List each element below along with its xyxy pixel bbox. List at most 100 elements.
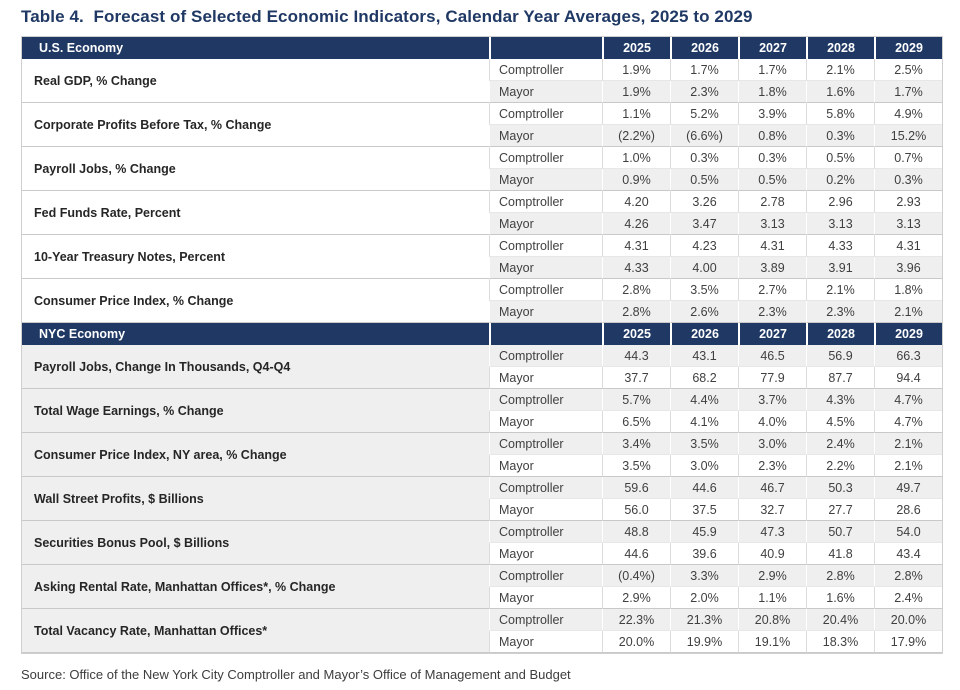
section-header-row: U.S. Economy 2025 2026 2027 2028 2029 (22, 37, 942, 59)
value-cell: 2.93 (874, 191, 942, 213)
value-cell: 5.7% (602, 389, 670, 411)
indicator-cell: Corporate Profits Before Tax, % Change (22, 103, 489, 147)
value-cell: 2.96 (806, 191, 874, 213)
table-row: Consumer Price Index, % Change Comptrolle… (22, 279, 942, 323)
value-cell: 1.9% (602, 59, 670, 81)
indicator-cell: Total Vacancy Rate, Manhattan Offices* (22, 609, 489, 653)
estimator-cell: Comptroller (489, 103, 602, 125)
value-cell: 6.5% (602, 411, 670, 433)
value-cell: 3.47 (670, 213, 738, 235)
value-cell: 2.6% (670, 301, 738, 323)
value-cell: 2.78 (738, 191, 806, 213)
value-cell: 2.8% (806, 565, 874, 587)
value-cell: 56.0 (602, 499, 670, 521)
value-cell: 19.9% (670, 631, 738, 653)
value-cell: 0.3% (874, 169, 942, 191)
value-cell: 20.4% (806, 609, 874, 631)
value-cell: 48.8 (602, 521, 670, 543)
estimator-cell: Mayor (489, 367, 602, 389)
estimator-cell: Comptroller (489, 565, 602, 587)
section-header-row: NYC Economy 2025 2026 2027 2028 2029 (22, 323, 942, 345)
table-row: Total Wage Earnings, % Change Comptroller… (22, 389, 942, 433)
value-cell: (6.6%) (670, 125, 738, 147)
year-header-cell: 2025 (602, 323, 670, 345)
estimator-cell: Mayor (489, 543, 602, 565)
table-row: Mayor 1.9% 2.3% 1.8% 1.6% 1.7% (22, 81, 942, 103)
value-cell: 2.3% (806, 301, 874, 323)
value-cell: 28.6 (874, 499, 942, 521)
table-row: Mayor 20.0% 19.9% 19.1% 18.3% 17.9% (22, 631, 942, 653)
indicator-cell: Consumer Price Index, % Change (22, 279, 489, 323)
value-cell: 4.9% (874, 103, 942, 125)
value-cell: 4.23 (670, 235, 738, 257)
indicator-cell: Real GDP, % Change (22, 59, 489, 103)
indicator-cell: Securities Bonus Pool, $ Billions (22, 521, 489, 565)
estimator-cell: Mayor (489, 125, 602, 147)
indicator-cell: Payroll Jobs, % Change (22, 147, 489, 191)
estimator-cell: Comptroller (489, 235, 602, 257)
value-cell: (2.2%) (602, 125, 670, 147)
estimator-cell: Mayor (489, 81, 602, 103)
value-cell: 4.33 (806, 235, 874, 257)
table-row: Mayor 4.26 3.47 3.13 3.13 3.13 (22, 213, 942, 235)
value-cell: 4.31 (874, 235, 942, 257)
value-cell: 1.8% (738, 81, 806, 103)
estimator-cell: Comptroller (489, 521, 602, 543)
value-cell: 50.7 (806, 521, 874, 543)
year-header-cell: 2028 (806, 37, 874, 59)
value-cell: 4.20 (602, 191, 670, 213)
value-cell: 4.26 (602, 213, 670, 235)
value-cell: 50.3 (806, 477, 874, 499)
value-cell: 68.2 (670, 367, 738, 389)
value-cell: 2.1% (874, 433, 942, 455)
table-row: Mayor 37.7 68.2 77.9 87.7 94.4 (22, 367, 942, 389)
indicator-cell: Payroll Jobs, Change In Thousands, Q4-Q4 (22, 345, 489, 389)
estimator-cell: Mayor (489, 587, 602, 609)
value-cell: 32.7 (738, 499, 806, 521)
value-cell: 17.9% (874, 631, 942, 653)
value-cell: 5.2% (670, 103, 738, 125)
estimator-cell: Mayor (489, 631, 602, 653)
value-cell: 2.9% (602, 587, 670, 609)
estimator-cell: Comptroller (489, 389, 602, 411)
value-cell: 0.3% (670, 147, 738, 169)
table-row: Mayor 56.0 37.5 32.7 27.7 28.6 (22, 499, 942, 521)
value-cell: 1.8% (874, 279, 942, 301)
value-cell: 1.0% (602, 147, 670, 169)
year-header-cell: 2029 (874, 37, 942, 59)
indicator-cell: Asking Rental Rate, Manhattan Offices*, … (22, 565, 489, 609)
value-cell: 2.4% (874, 587, 942, 609)
value-cell: 2.2% (806, 455, 874, 477)
estimator-cell: Comptroller (489, 433, 602, 455)
value-cell: 2.3% (738, 455, 806, 477)
value-cell: 3.0% (738, 433, 806, 455)
value-cell: 2.3% (670, 81, 738, 103)
value-cell: 0.8% (738, 125, 806, 147)
value-cell: 4.7% (874, 411, 942, 433)
value-cell: 66.3 (874, 345, 942, 367)
estimator-cell: Comptroller (489, 59, 602, 81)
value-cell: 4.31 (738, 235, 806, 257)
estimator-cell: Mayor (489, 455, 602, 477)
value-cell: 3.4% (602, 433, 670, 455)
source-note: Source: Office of the New York City Comp… (21, 667, 571, 682)
value-cell: 4.7% (874, 389, 942, 411)
table-row: Mayor 2.9% 2.0% 1.1% 1.6% 2.4% (22, 587, 942, 609)
value-cell: 5.8% (806, 103, 874, 125)
value-cell: 2.1% (874, 301, 942, 323)
value-cell: 4.31 (602, 235, 670, 257)
value-cell: 3.26 (670, 191, 738, 213)
value-cell: 1.6% (806, 587, 874, 609)
value-cell: 22.3% (602, 609, 670, 631)
value-cell: 2.7% (738, 279, 806, 301)
value-cell: 3.5% (602, 455, 670, 477)
value-cell: 2.3% (738, 301, 806, 323)
table-row: Mayor 44.6 39.6 40.9 41.8 43.4 (22, 543, 942, 565)
value-cell: 37.7 (602, 367, 670, 389)
value-cell: 44.6 (670, 477, 738, 499)
value-cell: 3.7% (738, 389, 806, 411)
value-cell: 47.3 (738, 521, 806, 543)
value-cell: 0.5% (738, 169, 806, 191)
table-body: U.S. Economy 2025 2026 2027 2028 2029 Real GDP… (22, 37, 942, 653)
